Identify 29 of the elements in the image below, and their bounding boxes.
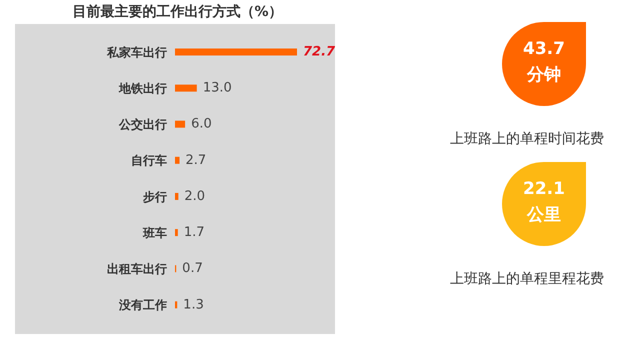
data-label: 0.7	[182, 261, 203, 276]
data-label: 1.7	[184, 225, 205, 240]
bar	[175, 156, 180, 164]
bar	[175, 48, 297, 56]
text: 公里	[526, 204, 562, 227]
text: 分钟	[526, 64, 562, 87]
y-tick-label: 自行车	[131, 154, 167, 168]
text: 43.7	[522, 38, 566, 61]
y-tick-label: 地铁出行	[118, 81, 167, 96]
text: 22.1	[522, 178, 566, 201]
data-label: 1.3	[183, 297, 204, 312]
data-label: 72.7	[303, 44, 336, 60]
text: 上班路上的单程里程花费	[450, 270, 605, 288]
y-tick-label: 出租车出行	[107, 262, 167, 276]
bar	[175, 229, 178, 236]
y-tick-label: 私家车出行	[106, 45, 167, 60]
bar	[175, 84, 197, 92]
bar	[175, 192, 178, 200]
data-label: 6.0	[191, 116, 212, 132]
text: 上班路上的单程时间花费	[450, 130, 605, 148]
y-tick-label: 班车	[142, 226, 167, 240]
bar	[175, 120, 186, 128]
y-tick-label: 步行	[142, 190, 167, 204]
chart-title: 目前最主要的工作出行方式（%）	[71, 2, 284, 22]
data-label: 2.7	[186, 152, 206, 168]
y-tick-label: 没有工作	[118, 298, 167, 312]
data-label: 13.0	[202, 80, 232, 96]
data-label: 2.0	[184, 188, 206, 204]
y-tick-label: 公交出行	[118, 118, 167, 132]
